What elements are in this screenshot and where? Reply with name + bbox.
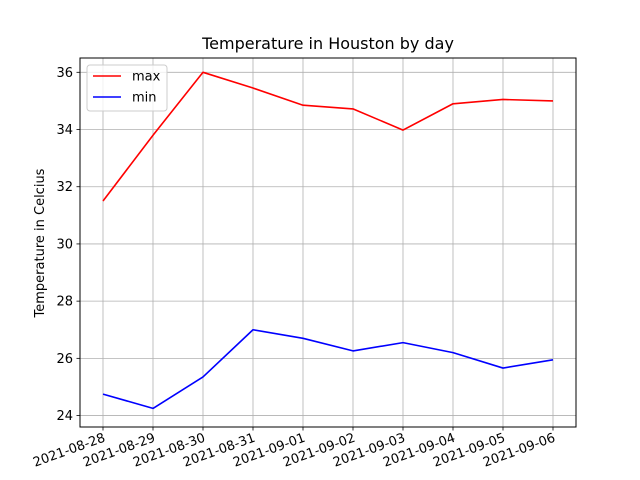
- y-tick-label: 34: [56, 123, 73, 138]
- legend-label-max: max: [132, 70, 161, 85]
- y-tick-label: 32: [56, 180, 73, 195]
- series-line-max: [102, 71, 554, 202]
- y-axis-label: Temperature in Celcius: [33, 168, 48, 318]
- y-tick-label: 26: [56, 352, 73, 367]
- y-axis-ticks: 24 26 28 30 32 34 36: [56, 66, 80, 424]
- series-line-min: [102, 328, 554, 410]
- chart-title: Temperature in Houston by day: [201, 34, 454, 53]
- grid: [80, 58, 576, 427]
- y-tick-label: 30: [56, 237, 73, 252]
- y-tick-label: 36: [56, 66, 73, 81]
- y-tick-label: 28: [56, 295, 73, 310]
- legend-label-min: min: [132, 91, 157, 106]
- legend: max min: [86, 64, 168, 112]
- plot-area-frame: [79, 57, 577, 428]
- x-axis-ticks: 2021-08-282021-08-292021-08-302021-08-31…: [31, 427, 557, 471]
- series-lines: [102, 71, 554, 410]
- y-tick-label: 24: [56, 409, 73, 424]
